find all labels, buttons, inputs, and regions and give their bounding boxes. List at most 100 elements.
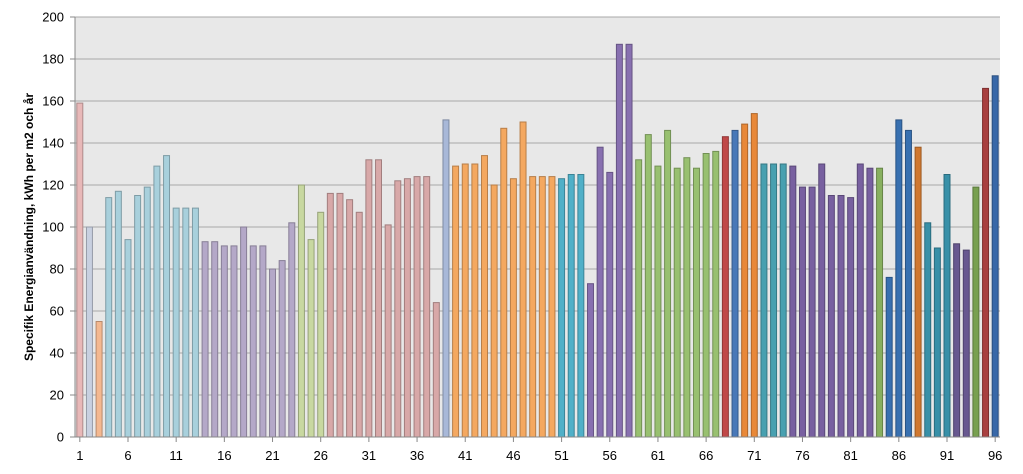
bar-34	[394, 180, 402, 438]
x-tick-label: 41	[458, 448, 472, 463]
bar-81	[847, 197, 855, 438]
bar-48	[529, 176, 537, 438]
bar-16	[220, 245, 228, 438]
bar-5	[114, 190, 122, 438]
bar-57	[615, 43, 623, 438]
bar-29	[346, 199, 354, 438]
x-tick-label: 16	[217, 448, 231, 463]
x-tick-label: 26	[313, 448, 327, 463]
bar-24	[297, 184, 305, 438]
y-tick-label: 80	[50, 262, 64, 277]
bar-79	[827, 195, 835, 438]
bar-3	[95, 321, 103, 438]
bar-21	[269, 268, 277, 438]
bar-56	[606, 171, 614, 438]
y-tick-label: 0	[57, 430, 64, 445]
x-tick-label: 31	[362, 448, 376, 463]
bar-2	[85, 226, 93, 438]
bar-66	[702, 153, 710, 438]
bar-67	[712, 150, 720, 438]
bar-75	[789, 165, 797, 438]
bar-82	[856, 163, 864, 438]
bar-45	[500, 127, 508, 438]
bar-27	[326, 192, 334, 438]
x-tick-label: 11	[169, 448, 183, 463]
bar-4	[105, 197, 113, 438]
x-tick-label: 91	[940, 448, 954, 463]
bar-40	[452, 165, 460, 438]
x-tick-label: 46	[506, 448, 520, 463]
bar-52	[567, 174, 575, 438]
bar-14	[201, 241, 209, 438]
y-tick-label: 140	[42, 136, 64, 151]
bar-49	[538, 176, 546, 438]
bar-41	[461, 163, 469, 438]
bar-47	[519, 121, 527, 438]
y-axis-ticks: 0 20 40 60 80 100 120 140 160 180 200	[42, 10, 75, 445]
bar-96	[991, 75, 999, 438]
bar-23	[288, 222, 296, 438]
bar-37	[423, 176, 431, 438]
bar-11	[172, 207, 180, 438]
bar-26	[317, 211, 325, 438]
y-axis-label: Specifik Energianvändning, kWh per m2 oc…	[22, 93, 36, 361]
bar-89	[924, 222, 932, 438]
y-tick-label: 180	[42, 52, 64, 67]
x-tick-label: 96	[988, 448, 1002, 463]
x-tick-label: 71	[747, 448, 761, 463]
bar-74	[779, 163, 787, 438]
bar-86	[895, 119, 903, 438]
bar-42	[471, 163, 479, 438]
x-tick-label: 21	[265, 448, 279, 463]
bar-94	[972, 186, 980, 438]
bar-59	[635, 159, 643, 438]
bar-32	[375, 159, 382, 438]
bar-7	[134, 195, 142, 438]
bar-33	[384, 224, 392, 438]
bar-28	[336, 192, 344, 438]
x-tick-label: 61	[651, 448, 665, 463]
bar-53	[577, 174, 585, 438]
bar-80	[837, 195, 845, 438]
bar-85	[885, 276, 893, 438]
bar-64	[683, 157, 691, 438]
bar-50	[548, 176, 556, 438]
bar-92	[953, 243, 961, 438]
bar-73	[770, 163, 778, 438]
bar-60	[644, 134, 652, 438]
x-tick-label: 76	[795, 448, 809, 463]
bar-63	[673, 167, 681, 438]
bar-9	[153, 165, 161, 438]
bar-69	[731, 129, 739, 438]
bar-71	[750, 113, 758, 438]
bar-44	[490, 184, 498, 438]
bar-90	[933, 247, 941, 438]
y-tick-label: 100	[42, 220, 64, 235]
x-tick-label: 81	[843, 448, 857, 463]
bar-54	[587, 283, 594, 438]
bar-51	[558, 178, 566, 438]
bar-43	[481, 155, 488, 438]
bar-78	[818, 163, 826, 438]
x-tick-label: 86	[892, 448, 906, 463]
bar-15	[211, 241, 219, 438]
bar-18	[240, 226, 248, 438]
bar-10	[163, 155, 171, 438]
bar-55	[596, 146, 604, 438]
bar-25	[307, 239, 315, 438]
y-tick-label: 20	[50, 388, 64, 403]
bar-19	[249, 245, 257, 438]
bar-30	[355, 211, 363, 438]
bar-61	[654, 165, 662, 438]
x-axis-ticks: 1 6 11 16 21 26 31 36 41 46 51 56 61 66 71 76 81 86 91 96	[76, 437, 1002, 463]
x-tick-label: 6	[124, 448, 131, 463]
y-tick-label: 120	[42, 178, 64, 193]
bar-36	[413, 176, 421, 438]
x-tick-label: 1	[76, 448, 83, 463]
bar-31	[365, 159, 373, 438]
bar-68	[721, 136, 729, 438]
bar-17	[230, 245, 238, 438]
y-tick-label: 200	[42, 10, 64, 25]
x-tick-label: 66	[699, 448, 713, 463]
